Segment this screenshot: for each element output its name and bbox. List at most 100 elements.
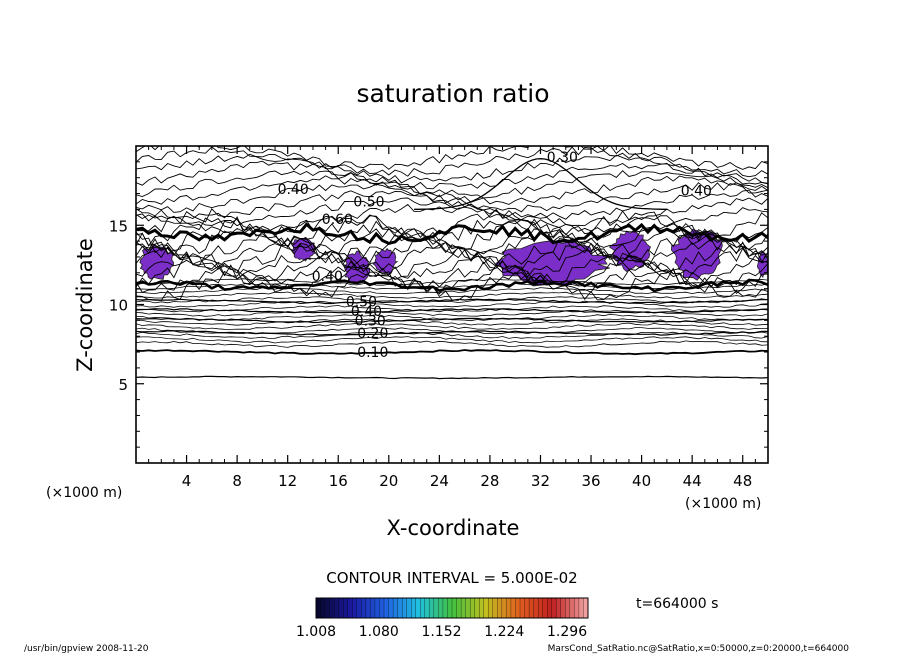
colorbar-segment [379, 597, 385, 619]
colorbar-segment [401, 597, 408, 619]
contour-label-upper-1: 0.40 [278, 182, 309, 198]
contour-line-upper [136, 203, 768, 234]
contour-interval-text: CONTOUR INTERVAL = 5.000E-02 [326, 569, 577, 587]
y-tick-label-10: 10 [109, 297, 128, 315]
x-tick-label-28: 28 [480, 472, 499, 490]
colorbar-frame [315, 597, 589, 619]
contour-line-upper [136, 153, 768, 184]
contour-line-dense [136, 340, 768, 348]
contour-line-upper [136, 175, 768, 205]
x-tick-label-8: 8 [232, 472, 242, 490]
x-tick-label-40: 40 [632, 472, 651, 490]
x-tick-label-32: 32 [531, 472, 550, 490]
contour-line-boundary-lower [136, 278, 768, 293]
contour-line-0.10 [136, 349, 768, 356]
colorbar-segment [320, 597, 326, 619]
colorbar-segment [433, 597, 439, 619]
colorbar-segment [542, 597, 548, 619]
contour-line-upper [136, 182, 768, 213]
colorbar-segment [574, 597, 580, 619]
contour-line-upper [136, 146, 768, 170]
colorbar-segment [528, 597, 535, 619]
colorbar-segment [315, 597, 321, 619]
x-axis-label: X-coordinate [387, 516, 520, 540]
colorbar-segment [560, 597, 566, 619]
contour-label-0.30: 0.30 [355, 313, 386, 329]
contour-line-dense [136, 318, 768, 326]
colorbar-segment [569, 597, 575, 619]
colorbar-segment [361, 597, 367, 619]
footer-left: /usr/bin/gpview 2008-11-20 [24, 644, 149, 654]
x-tick-label-36: 36 [581, 472, 600, 490]
time-text: t=664000 s [636, 596, 718, 612]
colorbar-segment [429, 597, 435, 619]
contour-line-band [136, 241, 768, 274]
contour-line-dense [136, 327, 768, 335]
contour-line-dense [136, 322, 768, 330]
colorbar-segment [438, 597, 444, 619]
colorbar-segment [415, 597, 421, 619]
colorbar-tick-labels: 1.008 1.080 1.152 1.224 1.296 [296, 624, 587, 640]
colorbar-tick-1.224: 1.224 [484, 624, 524, 640]
contour-line-dense [136, 336, 768, 344]
colorbar-segment [442, 597, 448, 619]
contour-line-dense [136, 291, 768, 299]
y-tick-label-5: 5 [118, 376, 128, 394]
colorbar-segment [510, 597, 516, 619]
contour-line-bump [414, 158, 667, 210]
contour-lines [136, 146, 768, 380]
contour-label-0.20: 0.20 [357, 326, 388, 342]
contour-line-dense [136, 309, 768, 317]
contour-label-0.50: 0.50 [346, 294, 377, 310]
colorbar-segment [488, 597, 494, 619]
colorbar-segment [497, 597, 503, 619]
colorbar-segment [501, 597, 507, 619]
y-tick-label-15: 15 [109, 217, 128, 235]
contour-line-0.20 [136, 330, 768, 336]
contour-line-band [136, 246, 768, 281]
y-axis-unit: (×1000 m) [46, 485, 122, 501]
colorbar-tick-1.152: 1.152 [421, 624, 461, 640]
colorbar-segment [524, 597, 530, 619]
y-axis-label: Z-coordinate [73, 238, 97, 372]
colorbar-segment [465, 597, 471, 619]
x-tick-label-24: 24 [430, 472, 449, 490]
colorbar-segment [388, 597, 394, 619]
contour-line-upper [136, 146, 768, 178]
x-tick-label-48: 48 [733, 472, 752, 490]
contour-label-upper-4: 0.60 [322, 212, 353, 228]
colorbar-segment [347, 597, 353, 619]
colorbar-segment [456, 597, 462, 619]
colorbar-segment [420, 597, 426, 619]
colorbar-segment [479, 597, 485, 619]
contour-label-0.10: 0.10 [357, 345, 388, 361]
colorbar-segment [474, 597, 480, 619]
contour-label-upper-0: 0.30 [547, 150, 578, 166]
colorbar-tick-1.296: 1.296 [547, 624, 587, 640]
colorbar-segment [515, 597, 521, 619]
colorbar-tick-1.080: 1.080 [359, 624, 399, 640]
colorbar-segment [492, 597, 498, 619]
contour-line-dense [136, 331, 768, 339]
contour-labels: 0.100.200.300.400.500.300.40 0.400.500.60… [278, 150, 712, 361]
contour-line-upper [136, 170, 768, 199]
colorbar-segment [565, 597, 571, 619]
contour-line-band [136, 237, 768, 269]
colorbar-segment [352, 597, 358, 619]
supersaturated-region-4 [494, 240, 610, 287]
contour-line-band [136, 251, 768, 286]
colorbar-segment [356, 597, 362, 619]
contour-line-0.50 [136, 298, 768, 305]
contour-line-dense [136, 305, 768, 313]
colorbar-segment [483, 597, 489, 619]
colorbar-segment [383, 597, 389, 619]
contour-line-0.30 [136, 317, 768, 324]
contour-label-0.40: 0.40 [351, 304, 382, 320]
colorbar-segment [451, 597, 457, 619]
colorbar-segment [556, 597, 562, 619]
colorbar-segment [551, 597, 557, 619]
colorbar-segment [324, 597, 331, 619]
colorbar [315, 597, 589, 619]
